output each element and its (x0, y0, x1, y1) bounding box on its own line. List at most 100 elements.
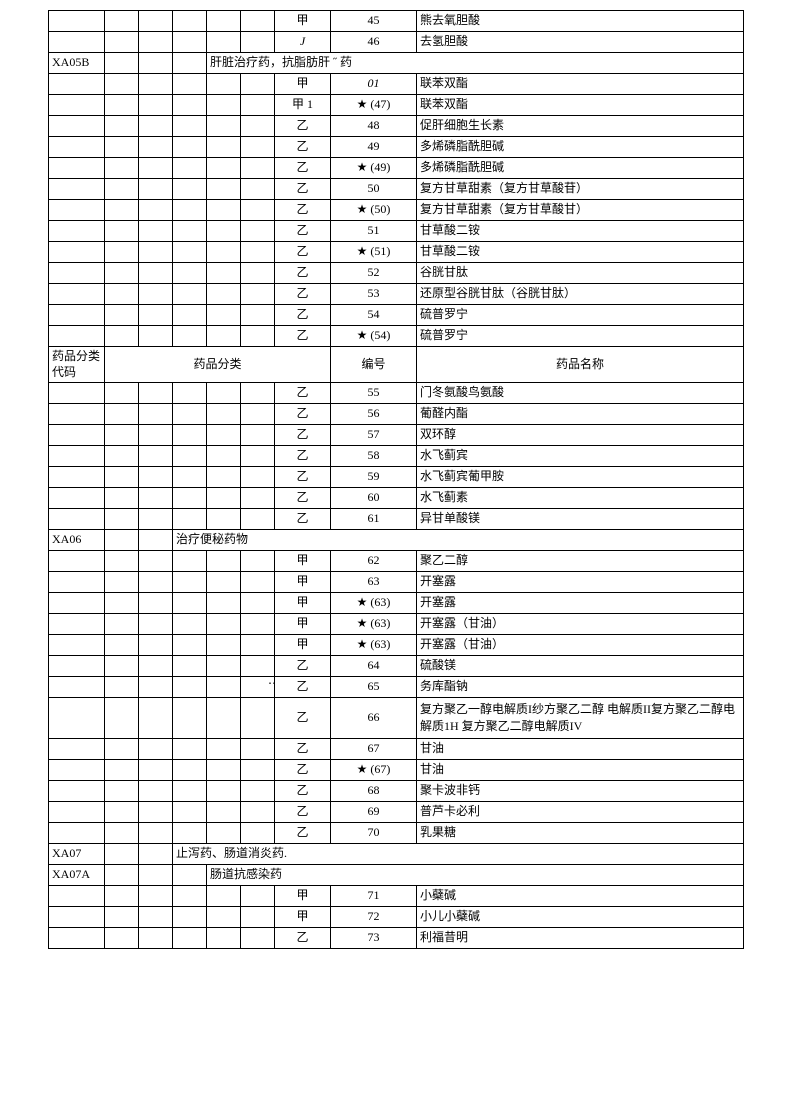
empty-cell (173, 467, 207, 488)
code-cell (49, 179, 105, 200)
table-row: 乙61异甘单酸镁 (49, 509, 744, 530)
empty-cell (173, 446, 207, 467)
cell-text: 乙 (296, 307, 308, 321)
class-cell: 乙 (275, 738, 331, 759)
empty-cell (139, 74, 173, 95)
number-cell: 52 (331, 263, 417, 284)
cell-text: 去氢胆酸 (420, 34, 468, 48)
empty-cell (139, 738, 173, 759)
cell-text: 甲 1 (292, 97, 313, 111)
empty-cell (173, 614, 207, 635)
empty-cell (207, 221, 241, 242)
empty-cell (139, 425, 173, 446)
cell-text: 乙 (296, 490, 308, 504)
code-cell (49, 467, 105, 488)
empty-cell (207, 95, 241, 116)
cell-text: 68 (368, 783, 380, 797)
empty-cell (207, 801, 241, 822)
drug-name-cell: 聚卡波非钙 (417, 780, 744, 801)
cell-text: 66 (368, 710, 380, 724)
empty-cell (207, 593, 241, 614)
empty-cell (105, 32, 139, 53)
empty-cell (207, 263, 241, 284)
empty-cell (139, 635, 173, 656)
empty-cell (241, 738, 275, 759)
empty-cell (139, 305, 173, 326)
drug-name-cell: 复方甘草甜素（复方甘草酸甘） (417, 200, 744, 221)
empty-cell (207, 572, 241, 593)
empty-cell (173, 137, 207, 158)
cell-text: 乙 (296, 160, 308, 174)
category-span: 肠道抗感染药 (207, 864, 744, 885)
empty-cell (139, 467, 173, 488)
number-cell: 69 (331, 801, 417, 822)
drug-name-cell: 甘草酸二铵 (417, 221, 744, 242)
empty-cell (105, 158, 139, 179)
cell-text: 67 (368, 741, 380, 755)
cell-text: 69 (368, 804, 380, 818)
cell-text: 复方甘草甜素（复方甘草酸苷） (420, 181, 588, 195)
empty-cell (173, 759, 207, 780)
empty-cell (241, 635, 275, 656)
table-row: 乙★ (51)甘草酸二铵 (49, 242, 744, 263)
cell-text: 甘油 (420, 762, 444, 776)
cell-text: 65 (368, 679, 380, 693)
empty-cell (173, 906, 207, 927)
category-span: 治疗便秘药物 (173, 530, 744, 551)
table-row: 乙67甘油 (49, 738, 744, 759)
class-cell: 乙 (275, 927, 331, 948)
cell-text: 小蘗碱 (420, 888, 456, 902)
empty-cell (105, 242, 139, 263)
class-cell: 甲 (275, 74, 331, 95)
column-header: 药品名称 (417, 347, 744, 383)
class-cell: 乙 (275, 509, 331, 530)
class-cell: 乙 (275, 677, 331, 698)
code-cell (49, 74, 105, 95)
number-cell: ★ (63) (331, 614, 417, 635)
drug-name-cell: 去氢胆酸 (417, 32, 744, 53)
empty-cell (241, 32, 275, 53)
empty-cell (105, 446, 139, 467)
cell-text: 甲 (296, 637, 308, 651)
table-row: 乙68聚卡波非钙 (49, 780, 744, 801)
cell-text: ★ (63) (357, 595, 391, 609)
empty-cell (105, 179, 139, 200)
cell-text: ★ (50) (357, 202, 391, 216)
empty-cell (105, 326, 139, 347)
number-cell: 01 (331, 74, 417, 95)
empty-cell (139, 759, 173, 780)
empty-cell (207, 305, 241, 326)
cell-text: 聚卡波非钙 (420, 783, 480, 797)
cell-text: 甲 (296, 553, 308, 567)
table-row: 甲62聚乙二醇 (49, 551, 744, 572)
code-cell (49, 242, 105, 263)
code-cell (49, 780, 105, 801)
number-cell: ★ (67) (331, 759, 417, 780)
empty-cell (207, 74, 241, 95)
table-row: 乙58水飞蓟宾 (49, 446, 744, 467)
cell-text: 葡醛内酯 (420, 406, 468, 420)
drug-name-cell: 双环醇 (417, 425, 744, 446)
number-cell: ★ (63) (331, 635, 417, 656)
drug-name-cell: 葡醛内酯 (417, 404, 744, 425)
empty-cell (139, 927, 173, 948)
empty-cell (139, 488, 173, 509)
cell-text: 52 (368, 265, 380, 279)
table-row: XA05B肝脏治疗药，抗脂肪肝 ˝ 药 (49, 53, 744, 74)
class-cell: 乙 (275, 200, 331, 221)
cell-text: 联苯双酯 (420, 76, 468, 90)
table-row: XA07A 肠道抗感染药 (49, 864, 744, 885)
drug-name-cell: 小儿小蘗碱 (417, 906, 744, 927)
cell-text: 甲 (296, 888, 308, 902)
cell-text: 水飞蓟宾葡甲胺 (420, 469, 504, 483)
empty-cell (241, 927, 275, 948)
table-row: 甲63开塞露 (49, 572, 744, 593)
empty-cell (173, 656, 207, 677)
number-cell: 64 (331, 656, 417, 677)
code-cell: XA07A (49, 864, 105, 885)
code-cell (49, 635, 105, 656)
drug-name-cell: 水飞蓟素 (417, 488, 744, 509)
table-row: 甲01联苯双酯 (49, 74, 744, 95)
cell-text: 复方甘草甜素（复方甘草酸甘） (420, 202, 588, 216)
empty-cell (207, 383, 241, 404)
